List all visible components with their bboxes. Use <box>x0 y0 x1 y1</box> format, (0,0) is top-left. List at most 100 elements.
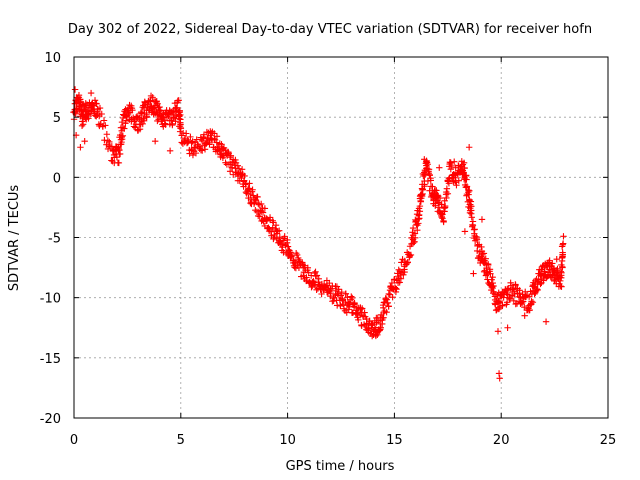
data-point <box>275 227 283 234</box>
data-point <box>436 164 443 171</box>
data-point <box>254 193 261 201</box>
data-point <box>503 299 511 306</box>
data-point <box>534 286 541 294</box>
data-point <box>384 299 391 307</box>
data-point <box>554 265 561 272</box>
data-point <box>82 100 89 107</box>
data-point <box>310 277 317 285</box>
data-point <box>503 289 510 297</box>
data-point <box>443 194 450 202</box>
data-point <box>385 290 393 298</box>
data-point <box>263 217 271 224</box>
data-point <box>480 250 488 257</box>
data-point <box>337 292 345 299</box>
data-point <box>529 299 537 306</box>
data-point <box>227 152 235 159</box>
data-point <box>349 294 356 302</box>
data-point <box>374 331 381 338</box>
data-point <box>361 309 368 316</box>
data-point <box>537 280 544 288</box>
data-point <box>235 165 243 172</box>
y-tick-label: 0 <box>53 171 61 186</box>
data-point <box>252 197 260 204</box>
data-point <box>432 202 439 209</box>
data-point <box>176 128 184 135</box>
x-tick-label: 10 <box>279 433 296 448</box>
data-point <box>327 293 334 300</box>
data-point <box>388 279 396 287</box>
data-point <box>468 214 475 221</box>
data-point <box>98 110 105 118</box>
data-point <box>558 283 565 290</box>
data-point <box>216 146 223 154</box>
x-ticks: 0 5 10 15 20 25 <box>70 57 616 448</box>
data-point <box>118 118 126 126</box>
data-point <box>342 290 350 297</box>
x-tick-label: 25 <box>600 433 617 448</box>
data-point <box>551 276 559 283</box>
data-point <box>389 294 396 301</box>
data-point <box>286 247 293 255</box>
data-point <box>177 111 184 119</box>
data-point <box>196 143 204 150</box>
data-point <box>281 235 288 242</box>
y-tick-label: -15 <box>40 352 61 367</box>
data-point <box>284 243 292 250</box>
data-point <box>553 255 560 263</box>
data-point <box>335 286 342 293</box>
data-point <box>409 224 417 232</box>
data-point <box>559 240 567 247</box>
data-point <box>143 111 150 118</box>
data-point <box>187 133 194 141</box>
data-point <box>421 156 428 163</box>
data-point <box>359 305 366 312</box>
data-point <box>469 218 477 225</box>
data-point <box>480 268 488 275</box>
data-point <box>451 158 458 165</box>
data-point <box>326 279 333 287</box>
data-point <box>461 164 468 172</box>
data-point <box>383 308 390 316</box>
data-point <box>409 240 417 247</box>
data-point <box>447 165 455 173</box>
data-point <box>177 124 184 132</box>
data-point <box>149 94 156 101</box>
data-point <box>119 132 127 140</box>
data-point <box>203 128 211 136</box>
data-point <box>462 172 470 180</box>
data-point <box>484 261 492 269</box>
data-point <box>470 270 477 277</box>
data-point <box>104 137 112 144</box>
data-point <box>175 97 182 104</box>
data-point <box>295 254 302 262</box>
data-point <box>356 312 364 319</box>
data-point <box>412 216 419 224</box>
y-axis-label: SDTVAR / TECUs <box>7 185 22 292</box>
data-point <box>447 159 454 166</box>
data-point <box>499 302 506 309</box>
data-point <box>355 316 362 324</box>
data-point <box>96 104 104 112</box>
data-point <box>188 139 195 147</box>
data-point <box>309 282 316 290</box>
data-point <box>369 321 376 328</box>
data-point <box>423 162 430 169</box>
data-point <box>116 150 124 158</box>
data-point <box>558 272 565 279</box>
data-point <box>94 111 101 118</box>
data-point <box>473 236 481 243</box>
data-point <box>103 141 110 148</box>
data-point <box>307 272 315 279</box>
data-point <box>182 130 190 137</box>
data-point <box>338 288 345 296</box>
data-point <box>304 264 312 272</box>
data-point <box>249 186 256 193</box>
data-point <box>465 188 472 196</box>
data-point <box>255 212 262 220</box>
data-point <box>557 282 564 290</box>
data-point <box>77 144 84 151</box>
data-point <box>558 243 566 250</box>
data-point <box>261 205 269 212</box>
data-point <box>238 166 246 173</box>
